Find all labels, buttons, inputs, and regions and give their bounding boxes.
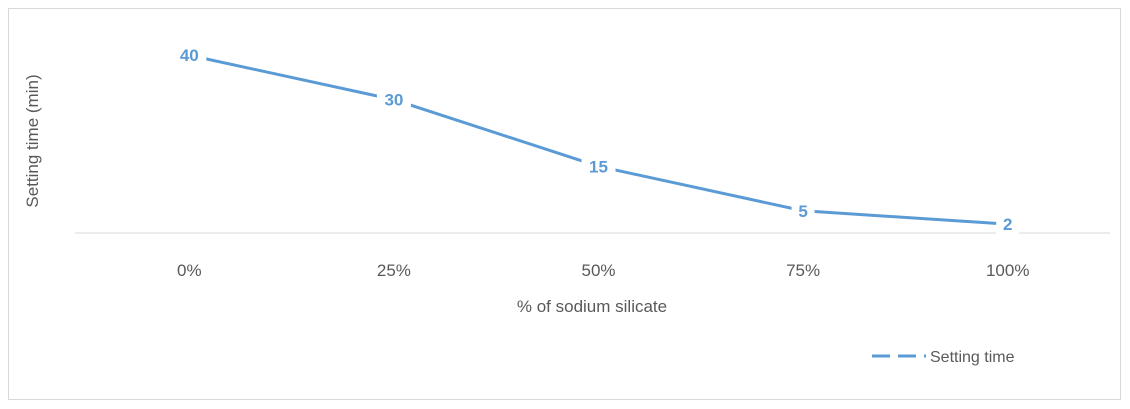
y-axis-title: Setting time (min) bbox=[23, 74, 42, 207]
data-label-background bbox=[996, 211, 1020, 238]
x-tick-label: 25% bbox=[377, 261, 411, 280]
data-label: 2 bbox=[1003, 215, 1012, 234]
data-label: 40 bbox=[180, 46, 199, 65]
x-tick-label: 0% bbox=[177, 261, 202, 280]
data-label-background bbox=[376, 86, 411, 113]
data-label: 5 bbox=[798, 202, 807, 221]
x-tick-label: 50% bbox=[581, 261, 615, 280]
legend-label: Setting time bbox=[930, 349, 1015, 366]
x-axis-title: % of sodium silicate bbox=[517, 297, 667, 316]
series-line bbox=[187, 53, 1010, 226]
data-label-background bbox=[581, 153, 616, 180]
plot-area: 0% 25% 50% 75% 100% 40 30 15 5 2 bbox=[75, 42, 1110, 280]
data-label: 15 bbox=[589, 157, 608, 176]
x-tick-label: 75% bbox=[786, 261, 820, 280]
chart-frame bbox=[8, 8, 1121, 400]
legend: Setting time bbox=[872, 349, 1015, 366]
data-label: 30 bbox=[384, 91, 403, 110]
data-label-background bbox=[172, 42, 207, 69]
data-label-background bbox=[791, 197, 815, 224]
x-tick-label: 100% bbox=[986, 261, 1029, 280]
